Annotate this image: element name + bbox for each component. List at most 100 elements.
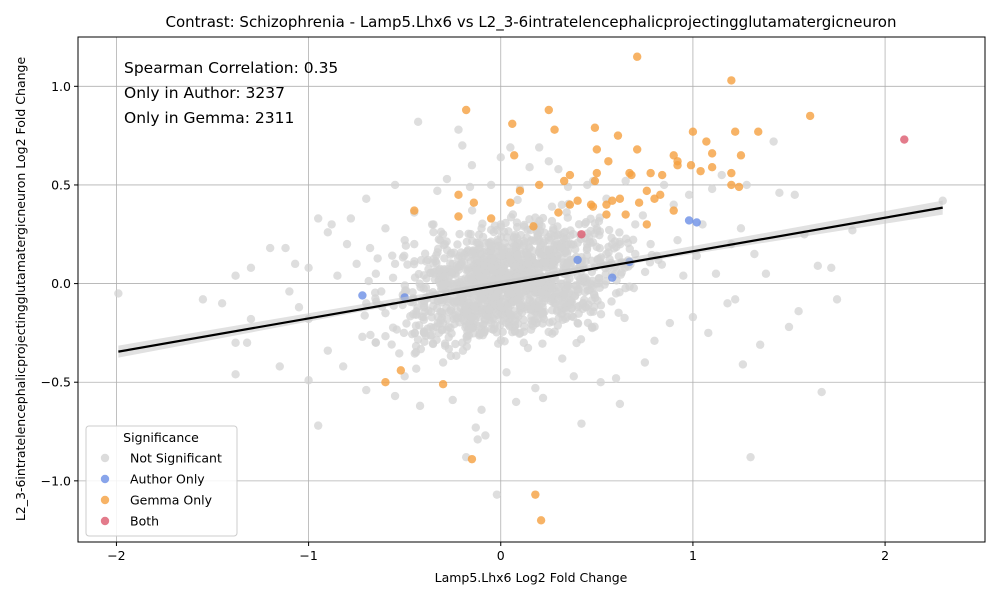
data-point <box>631 220 640 229</box>
data-point <box>231 338 240 347</box>
cloud-point <box>467 206 477 215</box>
y-tick-label: 0.0 <box>51 276 71 291</box>
legend-marker <box>100 495 110 505</box>
y-tick-label: −1.0 <box>41 473 71 488</box>
cloud-point <box>403 260 412 269</box>
data-point <box>559 176 569 186</box>
cloud-point <box>497 267 506 276</box>
cloud-point <box>388 251 397 260</box>
cloud-point <box>572 338 581 348</box>
cloud-point <box>614 252 624 261</box>
data-point <box>486 263 496 273</box>
cloud-point <box>399 328 409 338</box>
y-tick-label: −0.5 <box>41 375 71 390</box>
cloud-point <box>604 225 614 235</box>
legend-marker <box>100 516 110 526</box>
data-point <box>646 168 655 178</box>
cloud-point <box>525 215 534 224</box>
data-point <box>588 202 598 211</box>
cloud-point <box>535 226 545 235</box>
cloud-point <box>440 272 449 281</box>
data-point <box>669 200 678 209</box>
data-point <box>577 419 586 428</box>
data-point <box>467 454 477 464</box>
data-point <box>429 269 438 278</box>
cloud-point <box>373 254 382 263</box>
data-point <box>390 180 400 190</box>
data-point <box>525 243 534 253</box>
data-point <box>723 299 732 308</box>
data-point <box>602 200 611 209</box>
data-point <box>569 372 578 381</box>
cloud-point <box>563 281 573 290</box>
data-point <box>510 151 519 160</box>
data-point <box>650 336 659 345</box>
data-point <box>592 168 602 178</box>
cloud-point <box>513 250 522 260</box>
y-tick-label: 1.0 <box>51 79 71 94</box>
data-point <box>246 263 256 273</box>
cloud-point <box>506 213 516 222</box>
cloud-point <box>411 321 421 330</box>
cloud-point <box>455 229 464 239</box>
cloud-point <box>623 238 633 248</box>
cloud-point <box>412 364 421 373</box>
data-point <box>554 295 563 304</box>
cloud-point <box>467 236 477 246</box>
cloud-point <box>452 351 461 361</box>
data-point <box>481 431 490 440</box>
cloud-point <box>432 335 441 345</box>
data-point <box>114 289 123 298</box>
data-point <box>531 490 540 499</box>
cloud-point <box>364 276 373 286</box>
cloud-point <box>526 236 536 246</box>
legend-label: Not Significant <box>130 451 222 466</box>
cloud-point <box>548 317 557 326</box>
data-point <box>900 135 909 144</box>
data-point <box>371 269 381 278</box>
cloud-point <box>419 271 429 280</box>
cloud-point <box>582 303 591 312</box>
data-point <box>419 299 429 308</box>
cloud-point <box>569 240 578 249</box>
data-point <box>438 358 448 367</box>
legend-marker <box>100 474 110 484</box>
data-point <box>338 362 348 371</box>
cloud-point <box>462 331 472 341</box>
data-point <box>265 243 275 253</box>
data-point <box>458 338 467 347</box>
data-point <box>454 190 463 200</box>
cloud-point <box>464 229 473 239</box>
data-point <box>477 308 486 318</box>
data-point <box>563 259 573 269</box>
cloud-point <box>463 266 473 275</box>
data-point <box>604 157 613 166</box>
cloud-point <box>500 337 509 346</box>
data-point <box>467 249 477 259</box>
data-point <box>602 210 611 219</box>
legend-label: Author Only <box>130 472 205 487</box>
x-tick-label: 2 <box>881 548 889 563</box>
cloud-point <box>587 256 596 265</box>
data-point <box>565 170 575 180</box>
data-point <box>688 127 698 136</box>
data-point <box>554 208 563 217</box>
cloud-point <box>444 344 454 354</box>
data-point <box>592 224 602 233</box>
data-point <box>314 421 323 430</box>
cloud-point <box>536 309 546 319</box>
series-both <box>577 135 909 239</box>
cloud-point <box>513 195 522 205</box>
data-point <box>573 285 582 294</box>
cloud-point <box>552 307 562 316</box>
data-point <box>827 263 836 273</box>
data-point <box>692 251 701 261</box>
legend-entries: Not Significant Author Only Gemma Only Both <box>100 451 222 529</box>
data-point <box>832 295 842 304</box>
cloud-point <box>512 218 522 227</box>
data-point <box>727 76 736 85</box>
cloud-point <box>491 291 500 301</box>
cloud-point <box>426 322 435 332</box>
data-point <box>805 111 815 121</box>
